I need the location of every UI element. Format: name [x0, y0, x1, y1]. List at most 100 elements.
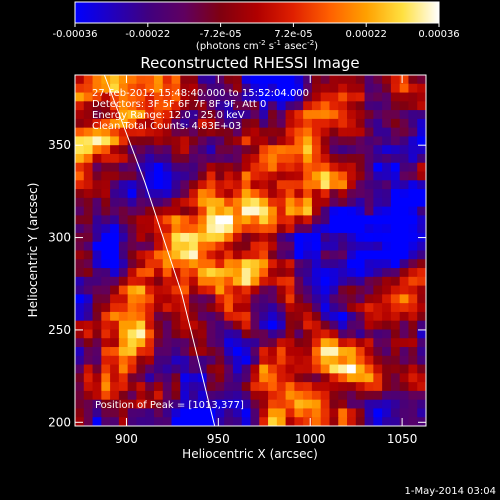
heatmap-cell: [145, 232, 155, 243]
heatmap-cell: [250, 355, 260, 366]
heatmap-cell: [373, 153, 383, 164]
heatmap-cell: [311, 206, 322, 217]
heatmap-cell: [364, 268, 374, 278]
heatmap-cell: [268, 189, 278, 199]
heatmap-cell: [180, 92, 190, 102]
heatmap-cell: [215, 189, 225, 199]
heatmap-cell: [189, 153, 199, 164]
heatmap-cell: [136, 224, 146, 234]
plot-frame: [74, 74, 427, 427]
heatmap-cell: [347, 285, 357, 295]
heatmap-cell: [399, 241, 410, 252]
heatmap-cell: [145, 83, 155, 94]
heatmap-cell: [250, 75, 260, 85]
heatmap-cell: [189, 276, 199, 287]
heatmap-cell: [399, 268, 410, 278]
heatmap-cell: [101, 136, 111, 146]
heatmap-cell: [311, 390, 322, 401]
heatmap-cell: [417, 303, 426, 313]
heatmap-cell: [303, 118, 313, 129]
heatmap-cell: [259, 118, 269, 129]
heatmap-cell: [399, 417, 410, 426]
heatmap-cell: [250, 294, 260, 304]
heatmap-cell: [101, 189, 111, 199]
heatmap-cell: [390, 197, 401, 208]
heatmap-cell: [285, 92, 295, 102]
heatmap-cell: [83, 364, 94, 374]
heatmap-cell: [259, 180, 269, 190]
heatmap-cell: [101, 417, 111, 426]
heatmap-cell: [285, 189, 295, 199]
heatmap-cell: [382, 197, 392, 208]
heatmap-cell: [110, 118, 120, 129]
heatmap-cell: [382, 364, 392, 374]
heatmap-cell: [347, 355, 357, 366]
heatmap-cell: [127, 390, 138, 401]
heatmap-cell: [329, 232, 339, 243]
heatmap-cell: [92, 355, 102, 366]
heatmap-cell: [171, 347, 181, 357]
heatmap-cell: [311, 241, 322, 252]
heatmap-cell: [224, 189, 234, 199]
heatmap-cell: [347, 197, 357, 208]
heatmap-cell: [408, 250, 418, 260]
heatmap-cell: [180, 224, 190, 234]
heatmap-cell: [320, 355, 331, 366]
heatmap-cell: [136, 268, 146, 278]
heatmap-cell: [250, 215, 260, 225]
heatmap-cell: [250, 382, 260, 392]
heatmap-cell: [373, 127, 383, 138]
x-tick-label: 900: [115, 432, 138, 446]
heatmap-cell: [311, 373, 322, 383]
heatmap-cell: [268, 347, 278, 357]
heatmap-cell: [408, 408, 418, 418]
heatmap-cell: [399, 399, 410, 410]
heatmap-cell: [75, 382, 85, 392]
heatmap-cell: [250, 311, 260, 322]
heatmap-cell: [408, 241, 418, 252]
heatmap-cell: [127, 329, 138, 339]
heatmap-cell: [311, 145, 322, 155]
heatmap-cell: [294, 118, 304, 129]
heatmap-cell: [347, 250, 357, 260]
heatmap-cell: [92, 382, 102, 392]
heatmap-cell: [145, 162, 155, 173]
heatmap-cell: [180, 153, 190, 164]
heatmap-cell: [162, 268, 173, 278]
heatmap-cell: [259, 224, 269, 234]
heatmap-cell: [276, 285, 287, 295]
heatmap-cell: [338, 320, 348, 331]
heatmap-cell: [250, 259, 260, 269]
heatmap-cell: [241, 285, 252, 295]
heatmap-cell: [153, 197, 164, 208]
heatmap-cell: [259, 206, 269, 217]
heatmap-cell: [373, 189, 383, 199]
heatmap-cell: [382, 355, 392, 366]
heatmap-cell: [75, 276, 85, 287]
heatmap-cell: [180, 268, 190, 278]
heatmap-cell: [136, 355, 146, 366]
heatmap-cell: [136, 285, 146, 295]
heatmap-cell: [338, 241, 348, 252]
heatmap-cell: [206, 110, 217, 120]
heatmap-cell: [162, 294, 173, 304]
heatmap-cell: [110, 399, 120, 410]
heatmap-cell: [180, 347, 190, 357]
heatmap-cell: [329, 189, 339, 199]
heatmap-cell: [180, 355, 190, 366]
heatmap-cell: [259, 373, 269, 383]
heatmap-cell: [338, 364, 348, 374]
heatmap-cell: [136, 382, 146, 392]
heatmap-cell: [285, 250, 295, 260]
heatmap-cell: [250, 364, 260, 374]
heatmap-cell: [320, 241, 331, 252]
heatmap-cell: [390, 153, 401, 164]
heatmap-cell: [399, 285, 410, 295]
heatmap-cell: [259, 390, 269, 401]
heatmap-cell: [215, 92, 225, 102]
heatmap-cell: [197, 338, 208, 348]
heatmap-cell: [408, 145, 418, 155]
heatmap-cell: [153, 338, 164, 348]
heatmap-cell: [127, 399, 138, 410]
heatmap-cell: [118, 373, 129, 383]
